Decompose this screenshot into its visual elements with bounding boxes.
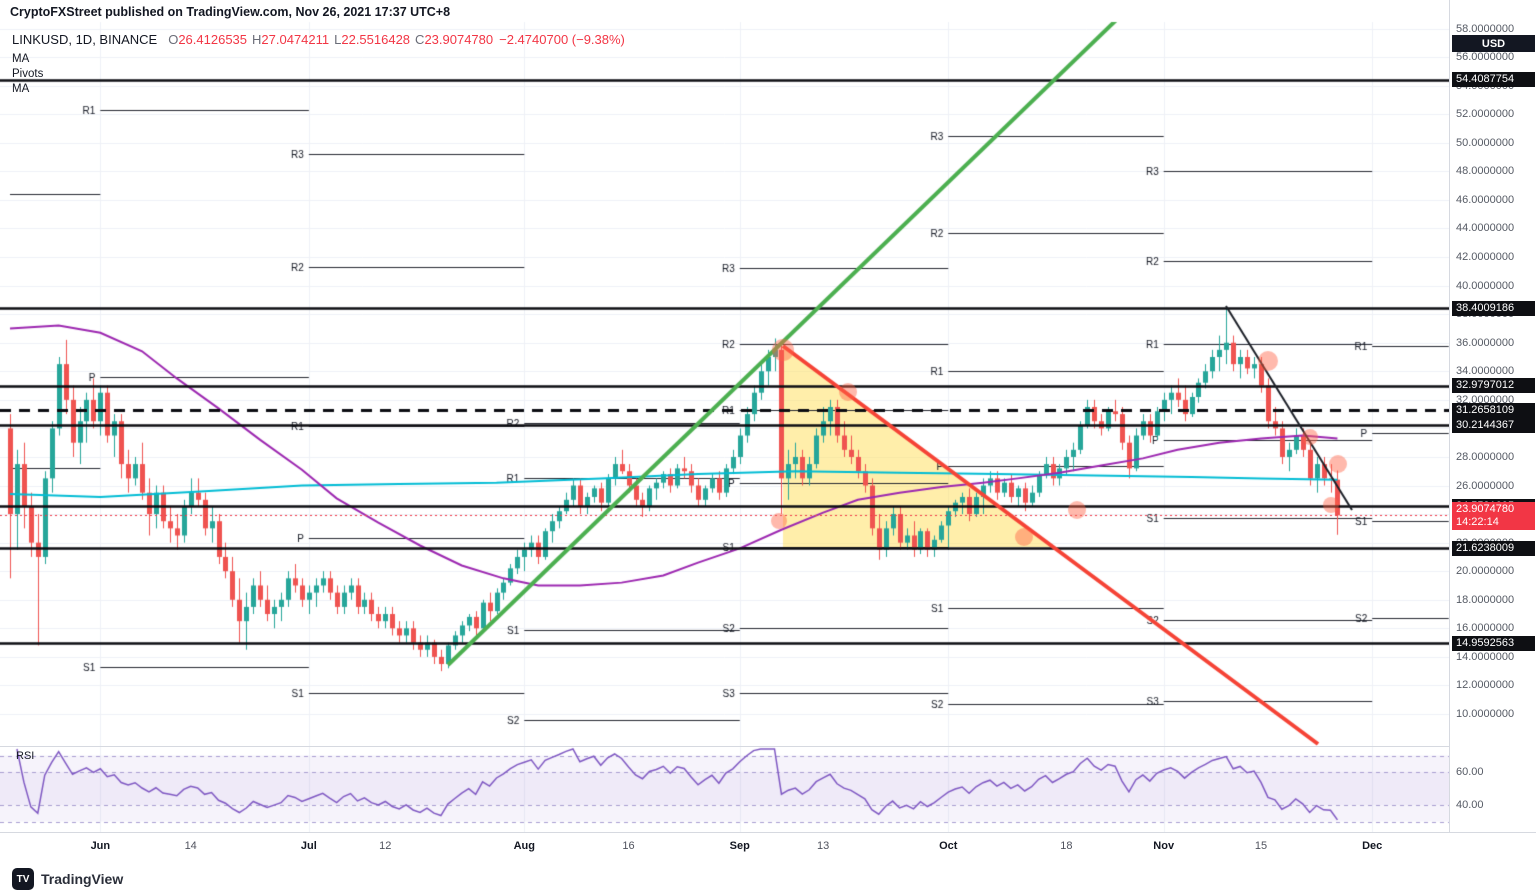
ohlc-high-value: 27.0474211	[261, 32, 330, 47]
chart-legend: LINKUSD, 1D, BINANCE O26.4126535 H27.04742…	[12, 32, 625, 97]
price-level-badge: 38.4009186	[1452, 300, 1535, 316]
time-tick-label: Oct	[939, 840, 958, 852]
currency-badge: USD	[1452, 35, 1535, 52]
price-tick-label: 50.0000000	[1456, 136, 1515, 149]
ohlc-low-value: 22.5516428	[341, 32, 411, 47]
time-tick-label: Nov	[1153, 840, 1175, 852]
time-tick-label: 14	[184, 840, 197, 852]
price-tick-label: 18.0000000	[1456, 593, 1515, 606]
time-tick-label: Jul	[300, 840, 317, 852]
price-tick-label: 42.0000000	[1456, 251, 1515, 264]
attribution-text: CryptoFXStreet published on TradingView.…	[10, 5, 451, 19]
price-tick-label: 40.0000000	[1456, 279, 1515, 292]
legend-ma-2[interactable]: MA	[12, 83, 30, 95]
footer-bar: TV TradingView	[12, 868, 123, 890]
time-tick-label: 18	[1060, 840, 1073, 852]
price-tick-label: 58.0000000	[1456, 22, 1515, 35]
price-level-badge: 54.4087754	[1452, 72, 1535, 88]
ohlc-open-value: 26.4126535	[178, 32, 248, 47]
price-tick-label: 16.0000000	[1456, 622, 1515, 635]
time-tick-label: Jun	[90, 840, 111, 852]
rsi-tick-label: 40.00	[1456, 799, 1484, 811]
ohlc-open-label: O	[168, 32, 179, 47]
current-price-badge: 23.9074780 14:22:14	[1452, 502, 1535, 531]
price-tick-label: 12.0000000	[1456, 679, 1515, 692]
price-tick-label: 36.0000000	[1456, 336, 1515, 349]
price-level-badge: 31.2658109	[1452, 402, 1535, 418]
time-tick-label: Aug	[513, 840, 535, 852]
rsi-legend[interactable]: RSI	[16, 750, 35, 762]
price-tick-label: 56.0000000	[1456, 51, 1515, 64]
symbol-title[interactable]: LINKUSD, 1D, BINANCE	[12, 32, 158, 47]
ohlc-low-label: L	[334, 32, 342, 47]
tradingview-logo-icon[interactable]: TV	[12, 868, 34, 890]
time-axis[interactable]: Jun 14 Jul 12 Aug 16 Sep 13 Oct 18 Nov 15 Dec	[0, 832, 1536, 862]
price-tick-label: 48.0000000	[1456, 165, 1515, 178]
legend-ma-1[interactable]: MA	[12, 53, 30, 65]
price-tick-label: 46.0000000	[1456, 193, 1515, 206]
price-level-badge: 21.6238009	[1452, 540, 1535, 556]
time-tick-label: 16	[622, 840, 635, 852]
price-level-badge: 14.9592563	[1452, 635, 1535, 651]
price-level-badge: 30.2144367	[1452, 417, 1535, 433]
price-tick-label: 26.0000000	[1456, 479, 1515, 492]
price-tick-label: 28.0000000	[1456, 450, 1515, 463]
price-axis[interactable]: USD 58.000000056.000000054.000000052.000…	[1449, 0, 1536, 862]
ohlc-close-value: 23.9074780	[424, 32, 494, 47]
time-tick-label: 13	[817, 840, 830, 852]
rsi-tick-label: 60.00	[1456, 766, 1484, 778]
price-tick-label: 34.0000000	[1456, 365, 1515, 378]
price-tick-label: 44.0000000	[1456, 222, 1515, 235]
tradingview-logo-text[interactable]: TradingView	[41, 871, 124, 887]
price-tick-label: 14.0000000	[1456, 650, 1515, 663]
ohlc-high-label: H	[252, 32, 262, 47]
price-tick-label: 20.0000000	[1456, 565, 1515, 578]
price-tick-label: 52.0000000	[1456, 108, 1515, 121]
pane-separator[interactable]	[0, 746, 1536, 747]
ohlc-close-label: C	[415, 32, 425, 47]
price-level-badge: 32.9797012	[1452, 378, 1535, 394]
legend-pivots[interactable]: Pivots	[12, 68, 44, 80]
price-tick-label: 10.0000000	[1456, 708, 1515, 720]
time-tick-label: 15	[1254, 840, 1268, 852]
time-tick-label: Dec	[1362, 840, 1383, 852]
time-tick-label: 12	[379, 840, 392, 852]
symbol-row: LINKUSD, 1D, BINANCE O26.4126535 H27.04742…	[12, 32, 625, 47]
time-tick-label: Sep	[729, 840, 750, 852]
ohlc-change-value: −2.4740700 (−9.38%)	[499, 32, 625, 47]
